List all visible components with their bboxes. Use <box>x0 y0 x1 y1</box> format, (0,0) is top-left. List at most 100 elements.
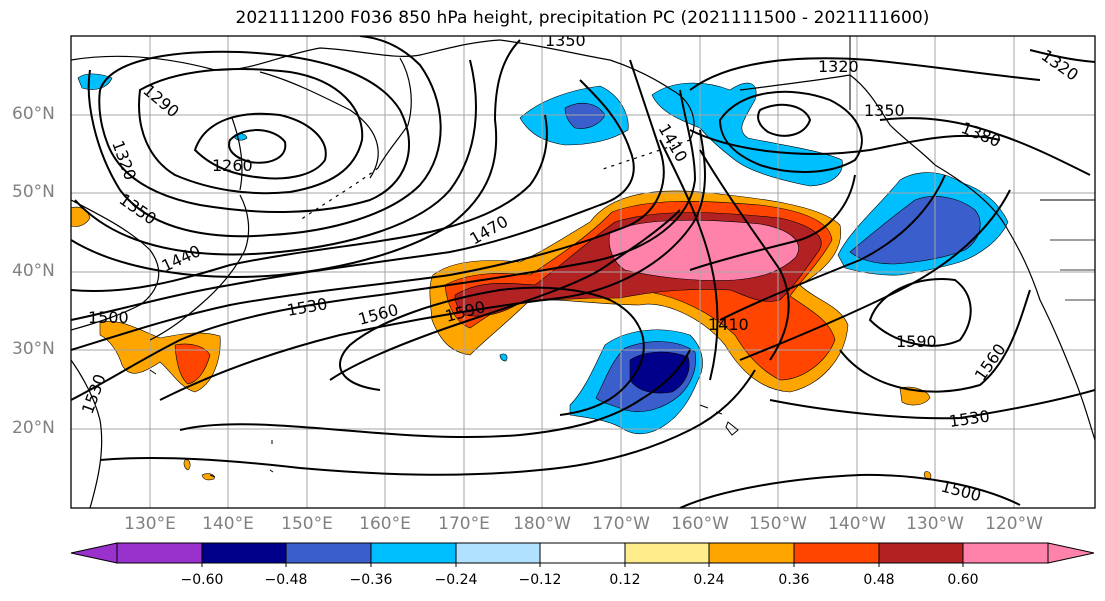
lon-label: 130°W <box>906 514 964 534</box>
contour-1320-e <box>689 57 1041 91</box>
contour-1560 <box>159 129 706 401</box>
colorbar-tick-label: −0.24 <box>434 572 478 588</box>
colorbar-extend-low <box>70 542 118 564</box>
lon-label: 130°E <box>124 514 176 534</box>
contour-south-1 <box>179 349 691 439</box>
contour-1470 <box>71 79 635 321</box>
lon-label: 140°E <box>202 514 254 534</box>
contour-high-east <box>868 278 972 347</box>
coast-korea-china <box>71 199 160 331</box>
precip-blue-aleutian-1 <box>564 102 606 129</box>
colorbar-tick-label: 0.60 <box>947 572 979 588</box>
contour-1530-w <box>71 89 697 401</box>
contour-label: 1350 <box>545 31 586 50</box>
lon-label: 160°E <box>359 514 411 534</box>
colorbar-tick-label: 0.36 <box>778 572 810 588</box>
colorbar-tick-label: 0.48 <box>863 572 895 588</box>
contour-low-center <box>228 129 287 164</box>
colorbar-tick-label: 0.24 <box>693 572 725 588</box>
coast-aleutians <box>599 139 691 171</box>
lon-label: 140°W <box>828 514 886 534</box>
contour-label: 1590 <box>896 332 937 351</box>
lon-label: 160°W <box>671 514 729 534</box>
precip-warm-small-1 <box>183 459 191 471</box>
contour-1500-w <box>71 59 665 351</box>
contour-aleutian-1350 <box>718 90 863 173</box>
colorbar-segment <box>878 542 964 564</box>
precip-navy-south <box>629 351 690 394</box>
coast-sakhalin <box>231 117 243 191</box>
lat-label-40n: 40°N <box>12 261 55 281</box>
border-canada-us <box>849 36 1095 201</box>
contour-1410 <box>71 39 521 278</box>
coast-kamchatka <box>377 57 412 169</box>
contour-1350-e <box>689 129 1001 155</box>
contour-1260 <box>193 112 327 180</box>
precip-pink-core <box>608 219 799 281</box>
colorbar-segment <box>455 542 541 564</box>
coast-siberia <box>71 39 501 71</box>
lat-label-20n: 20°N <box>12 418 55 438</box>
colorbar-tick-label: −0.12 <box>518 572 562 588</box>
lon-label: 180°W <box>513 514 571 534</box>
colorbar-segment <box>539 542 626 564</box>
contour-trough-3 <box>689 174 856 271</box>
colorbar-segment <box>962 542 1049 564</box>
contour-trough-4 <box>719 174 946 321</box>
coast-kurils <box>299 167 379 221</box>
contour-south-2 <box>99 369 756 476</box>
contour-label: 1350 <box>864 101 905 120</box>
contour-1320 <box>98 50 410 213</box>
colorbar-segment <box>201 542 287 564</box>
contour-1560-e <box>839 289 1031 393</box>
coast-bc-us <box>934 164 1095 441</box>
colorbar-tick-label: −0.36 <box>349 572 393 588</box>
colorbar-extend-high <box>1047 542 1095 564</box>
map-title: 2021111200 F036 850 hPa height, precipit… <box>235 8 930 28</box>
lon-label: 170°W <box>592 514 650 534</box>
precip-warm-west <box>71 206 91 227</box>
colorbar-segment <box>370 542 457 564</box>
contour-trough-1 <box>659 139 719 381</box>
colorbar-tick-label: −0.48 <box>264 572 308 588</box>
contour-trough-2 <box>699 149 790 361</box>
contour-1530-e <box>769 389 1095 420</box>
precip-red-asia <box>174 343 211 385</box>
lat-label-50n: 50°N <box>12 182 55 202</box>
coastlines <box>71 36 1095 508</box>
contour-1380-e <box>879 117 1091 176</box>
lat-label-30n: 30°N <box>12 339 55 359</box>
lon-label: 170°E <box>438 514 490 534</box>
contour-label: 1410 <box>708 315 749 334</box>
colorbar-segment <box>708 542 795 564</box>
contour-aleutian-low <box>757 103 812 137</box>
coast-alaska <box>499 39 695 141</box>
contour-label: 1320 <box>818 57 859 76</box>
contour-1500-e <box>679 473 1021 508</box>
contour-1590-w <box>329 209 681 381</box>
height-contours <box>71 36 1095 508</box>
colorbar-segment <box>285 542 372 564</box>
contour-1590-high <box>339 286 645 416</box>
coast-hokkaido-japan <box>149 194 250 341</box>
coast-okhotsk <box>259 71 379 179</box>
coast-china-south <box>71 359 103 508</box>
contour-1290 <box>138 68 364 195</box>
contour-trough-5 <box>739 189 1011 361</box>
contour-1380 <box>74 59 477 256</box>
colorbar-segment <box>116 542 203 564</box>
precip-cool-small-1 <box>499 353 508 362</box>
contour-1440 <box>71 114 548 292</box>
colorbar-segment <box>624 542 710 564</box>
lon-label: 150°E <box>281 514 333 534</box>
colorbar <box>70 542 1095 567</box>
contour-label: 1260 <box>212 156 253 175</box>
contour-label: 1500 <box>88 308 129 327</box>
coast-islands-west <box>149 369 274 478</box>
lon-label: 150°W <box>749 514 807 534</box>
lon-label: 120°W <box>985 514 1043 534</box>
lat-label-60n: 60°N <box>12 104 55 124</box>
border-states <box>1050 239 1095 301</box>
contour-ne-corner <box>1029 49 1095 63</box>
map-frame <box>70 35 1096 509</box>
